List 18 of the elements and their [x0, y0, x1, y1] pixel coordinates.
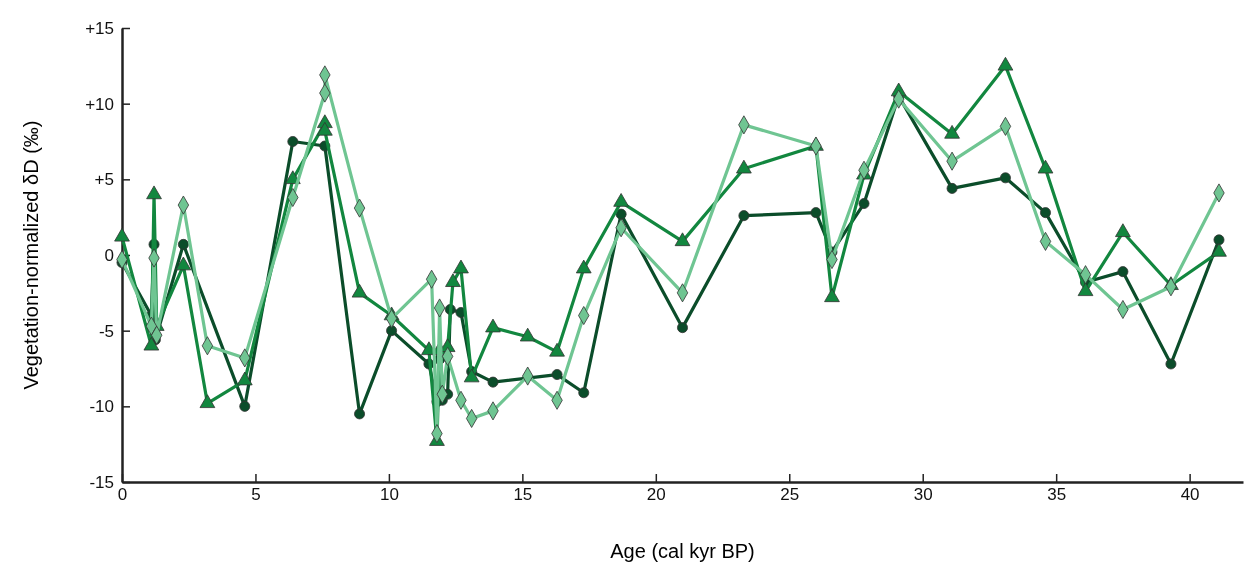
y-tick-label: -10 [89, 397, 114, 417]
y-tick-label: +15 [85, 18, 114, 38]
x-tick-label: 35 [1047, 485, 1067, 505]
x-tick-label: 40 [1180, 485, 1200, 505]
y-axis-title: Vegetation-normalized δD (‰) [20, 120, 42, 390]
x-tick-label: 25 [780, 485, 800, 505]
y-tick-label: -5 [98, 321, 114, 341]
x-axis-title: Age (cal kyr BP) [610, 540, 755, 562]
x-tick-label: 10 [379, 485, 399, 505]
y-tick-label: 0 [104, 245, 114, 265]
x-tick-label: 15 [513, 485, 533, 505]
y-tick-label: -15 [89, 472, 114, 492]
x-tick-label: 5 [251, 485, 261, 505]
x-tick-label: 0 [117, 485, 128, 505]
y-tick-label: +10 [85, 94, 114, 114]
y-tick-label: +5 [94, 170, 114, 190]
x-tick-label: 20 [646, 485, 666, 505]
x-tick-label: 30 [913, 485, 933, 505]
